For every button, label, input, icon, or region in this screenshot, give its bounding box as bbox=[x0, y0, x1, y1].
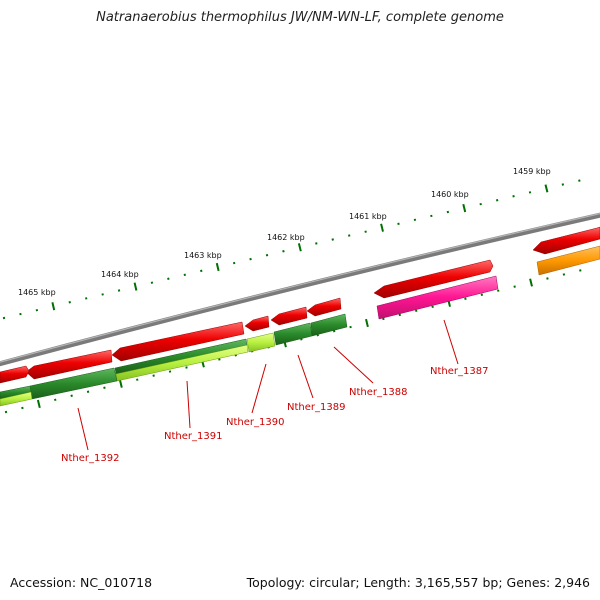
minor-tick bbox=[232, 261, 236, 265]
minor-tick bbox=[218, 358, 221, 361]
minor-tick bbox=[495, 199, 499, 202]
leader-line-nther-1391 bbox=[186, 380, 191, 429]
minor-tick bbox=[464, 297, 467, 300]
minor-tick bbox=[54, 398, 57, 402]
kbp-label-1460: 1460 kbp bbox=[431, 190, 469, 199]
gene-arrow-left-edge[interactable] bbox=[0, 365, 30, 384]
minor-tick bbox=[480, 293, 484, 296]
cds-bar-nther-1388[interactable] bbox=[310, 313, 348, 337]
minor-tick bbox=[117, 289, 121, 292]
major-tick bbox=[529, 278, 533, 287]
kbp-tick-ring bbox=[2, 179, 581, 320]
minor-tick bbox=[101, 293, 104, 296]
minor-tick bbox=[150, 281, 154, 284]
minor-tick bbox=[364, 230, 367, 233]
kbp-label-1465: 1465 kbp bbox=[18, 288, 56, 297]
minor-tick bbox=[512, 195, 515, 198]
major-tick bbox=[380, 223, 384, 232]
major-tick bbox=[365, 318, 369, 328]
minor-tick bbox=[546, 277, 549, 280]
major-tick bbox=[297, 243, 302, 252]
minor-tick bbox=[430, 214, 433, 218]
gene-label-nther-1390[interactable]: Nther_1390 bbox=[226, 417, 284, 428]
leader-line-nther-1389 bbox=[297, 354, 314, 399]
minor-tick bbox=[331, 238, 334, 241]
gene-label-nther-1391[interactable]: Nther_1391 bbox=[164, 431, 222, 442]
kbp-label-1461: 1461 kbp bbox=[349, 212, 387, 221]
gene-label-nther-1388[interactable]: Nther_1388 bbox=[349, 387, 407, 398]
gene-label-nther-1389[interactable]: Nther_1389 bbox=[287, 402, 345, 413]
minor-tick bbox=[167, 277, 170, 280]
leader-line-nther-1392 bbox=[77, 407, 89, 451]
label-leader-lines bbox=[77, 319, 459, 451]
gene-arrow-nther-1387[interactable] bbox=[373, 259, 494, 299]
minor-tick bbox=[68, 301, 71, 304]
minor-tick bbox=[578, 179, 581, 182]
kbp-label-1459: 1459 kbp bbox=[513, 167, 551, 176]
minor-tick bbox=[168, 370, 172, 373]
genome-backbone bbox=[0, 212, 600, 367]
major-tick bbox=[544, 184, 549, 193]
minor-tick bbox=[349, 325, 352, 329]
cds-track bbox=[0, 245, 600, 407]
kbp-label-1463: 1463 kbp bbox=[184, 251, 222, 260]
minor-tick bbox=[19, 312, 22, 316]
kbp-label-1464: 1464 kbp bbox=[101, 270, 139, 279]
gene-arrow-nther-1390[interactable] bbox=[244, 315, 270, 332]
minor-tick bbox=[136, 378, 139, 381]
major-tick bbox=[118, 379, 123, 388]
minor-tick bbox=[282, 250, 285, 253]
major-tick bbox=[215, 262, 220, 272]
minor-tick bbox=[86, 390, 90, 393]
kbp-label-1462: 1462 kbp bbox=[267, 233, 305, 242]
cds-bar-left-edge-light[interactable] bbox=[0, 391, 33, 407]
leader-line-nther-1387 bbox=[443, 319, 459, 365]
major-tick bbox=[51, 302, 56, 311]
major-tick bbox=[133, 282, 138, 291]
minor-tick bbox=[103, 386, 106, 389]
minor-tick bbox=[497, 289, 500, 292]
accession-text: Accession: NC_010718 bbox=[10, 575, 153, 590]
major-tick bbox=[462, 203, 467, 213]
minor-tick bbox=[431, 305, 434, 309]
cds-bar-nther-1387[interactable] bbox=[376, 275, 499, 320]
minor-tick bbox=[561, 183, 565, 186]
leader-line-nther-1388 bbox=[333, 346, 374, 384]
genome-summary-text: Topology: circular; Length: 3,165,557 bp… bbox=[246, 575, 590, 590]
gene-track bbox=[0, 226, 600, 384]
page-title: Natranaerobius thermophilus JW/NM-WN-LF,… bbox=[96, 10, 504, 25]
minor-tick bbox=[446, 210, 450, 214]
minor-tick bbox=[152, 374, 155, 377]
minor-tick bbox=[35, 308, 39, 312]
minor-tick bbox=[415, 309, 418, 313]
minor-tick bbox=[513, 285, 516, 288]
gene-arrow-nther-1391[interactable] bbox=[111, 321, 245, 362]
gene-arrow[interactable] bbox=[532, 226, 600, 255]
gene-arrow-nther-1388[interactable] bbox=[306, 297, 342, 317]
minor-tick bbox=[249, 257, 252, 261]
minor-tick bbox=[70, 394, 73, 398]
gene-label-nther-1392[interactable]: Nther_1392 bbox=[61, 453, 119, 464]
major-tick bbox=[36, 399, 41, 409]
gene-label-nther-1387[interactable]: Nther_1387 bbox=[430, 366, 488, 377]
cds-bar-nther-1390[interactable] bbox=[246, 332, 276, 353]
cds-bar-orange[interactable] bbox=[536, 245, 600, 276]
minor-tick bbox=[200, 269, 203, 273]
leader-line-nther-1390 bbox=[251, 363, 267, 414]
cds-bar-nther-1389[interactable] bbox=[273, 322, 313, 346]
gene-arrow-nther-1389[interactable] bbox=[270, 306, 308, 326]
minor-tick bbox=[413, 218, 417, 222]
